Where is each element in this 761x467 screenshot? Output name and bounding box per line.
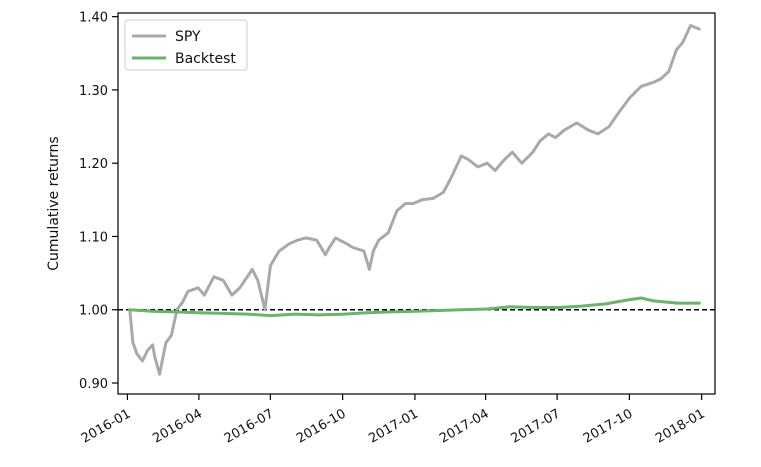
legend: SPY Backtest (124, 19, 248, 71)
x-tick-label: 2016-04 (150, 406, 205, 446)
y-tick-label: 0.90 (79, 377, 108, 392)
series-line-spy (128, 24, 701, 376)
x-tick-label: 2017-10 (581, 406, 636, 446)
x-tick-label: 2016-10 (294, 406, 349, 446)
x-tick-label: 2017-04 (437, 406, 492, 446)
legend-label-backtest: Backtest (175, 51, 236, 67)
series-line-backtest (128, 296, 701, 318)
y-tick-label: 1.10 (79, 230, 108, 245)
x-tick-label: 2016-01 (79, 406, 134, 446)
x-tick-label: 2017-01 (366, 406, 421, 446)
x-tick-label: 2017-07 (509, 406, 564, 446)
y-tick-label: 1.00 (79, 304, 108, 319)
y-tick-label: 1.40 (79, 11, 108, 26)
y-axis-label: Cumulative returns (46, 136, 62, 270)
y-tick-label: 1.20 (79, 157, 108, 172)
x-tick-label: 2016-07 (222, 406, 277, 446)
legend-label-spy: SPY (175, 29, 201, 45)
plot-frame (117, 12, 716, 395)
y-tick-label: 1.30 (79, 84, 108, 99)
x-tick-label: 2018-01 (653, 406, 708, 446)
